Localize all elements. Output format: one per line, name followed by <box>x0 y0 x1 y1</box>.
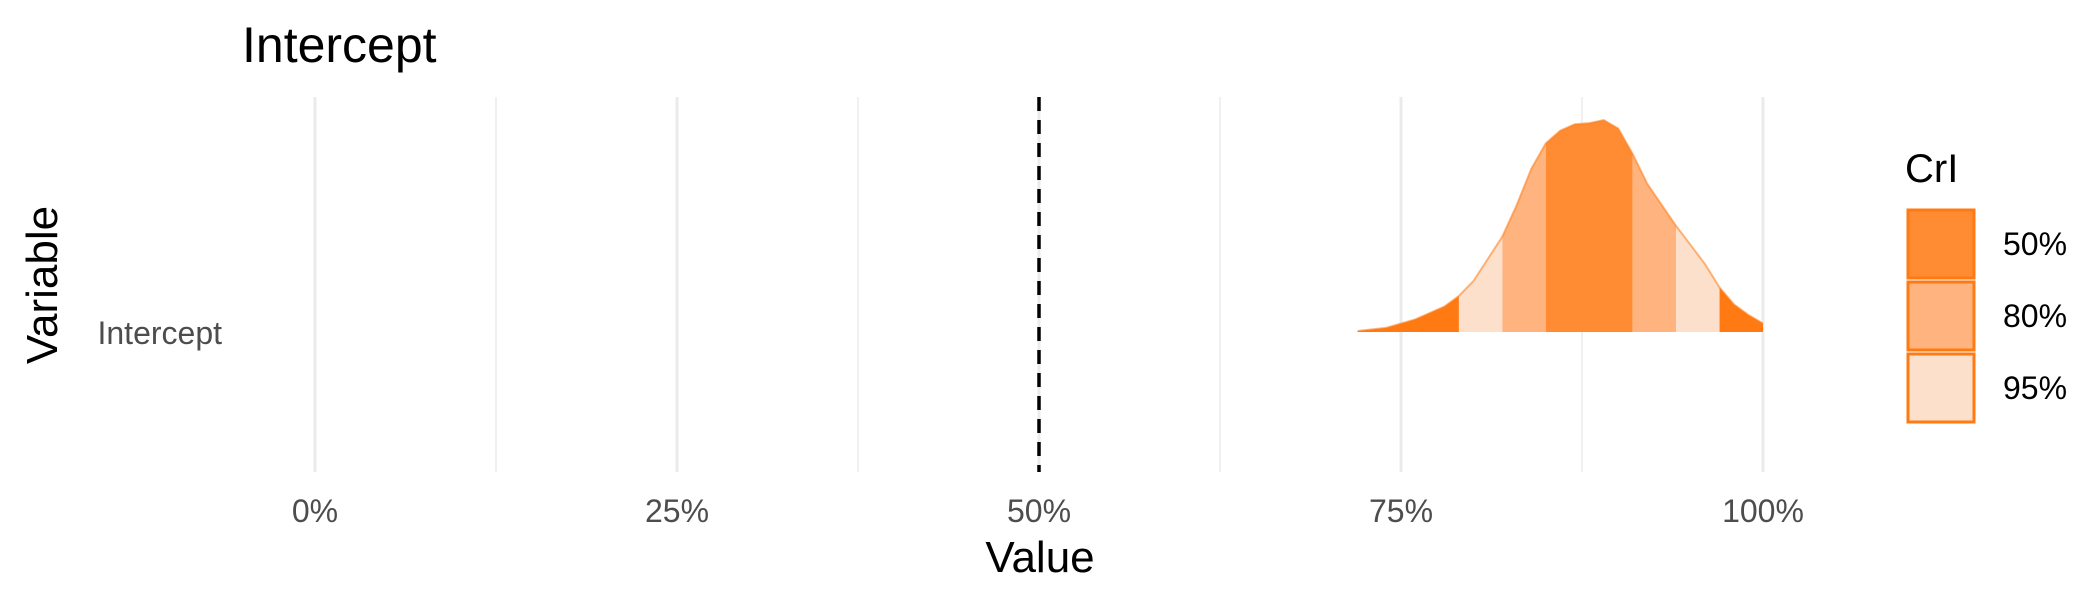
density-tail-left <box>1357 295 1459 332</box>
density-band-80-right <box>1632 153 1677 332</box>
legend-title: CrI <box>1905 147 1958 191</box>
density-layer <box>1357 118 1764 332</box>
x-tick-labels: 0% 25% 50% 75% 100% <box>292 493 1804 529</box>
legend-key-95pct <box>1906 352 1976 424</box>
legend-label: 50% <box>2003 226 2067 262</box>
legend-key-50pct <box>1906 208 1976 280</box>
x-axis-title: Value <box>985 533 1094 582</box>
y-axis-title: Variable <box>18 206 67 364</box>
y-tick-label-intercept: Intercept <box>97 315 222 351</box>
legend-key-80pct <box>1906 280 1976 352</box>
x-tick-label: 75% <box>1369 493 1433 529</box>
density-band-50 <box>1545 120 1633 332</box>
x-tick-label: 50% <box>1007 493 1071 529</box>
legend-items: 50% 80% 95% <box>1906 208 2067 424</box>
legend: CrI 50% 80% 95% <box>1905 147 2067 424</box>
legend-label: 80% <box>2003 298 2067 334</box>
density-tail-right <box>1719 287 1763 332</box>
legend-label: 95% <box>2003 370 2067 406</box>
density-outline <box>1357 118 1764 332</box>
density-band-95-right <box>1676 226 1720 332</box>
x-tick-label: 100% <box>1722 493 1804 529</box>
x-tick-label: 0% <box>292 493 338 529</box>
x-tick-label: 25% <box>645 493 709 529</box>
chart-title: Intercept <box>242 17 437 73</box>
density-band-95-left <box>1458 236 1503 332</box>
density-band-80-left <box>1502 143 1546 332</box>
